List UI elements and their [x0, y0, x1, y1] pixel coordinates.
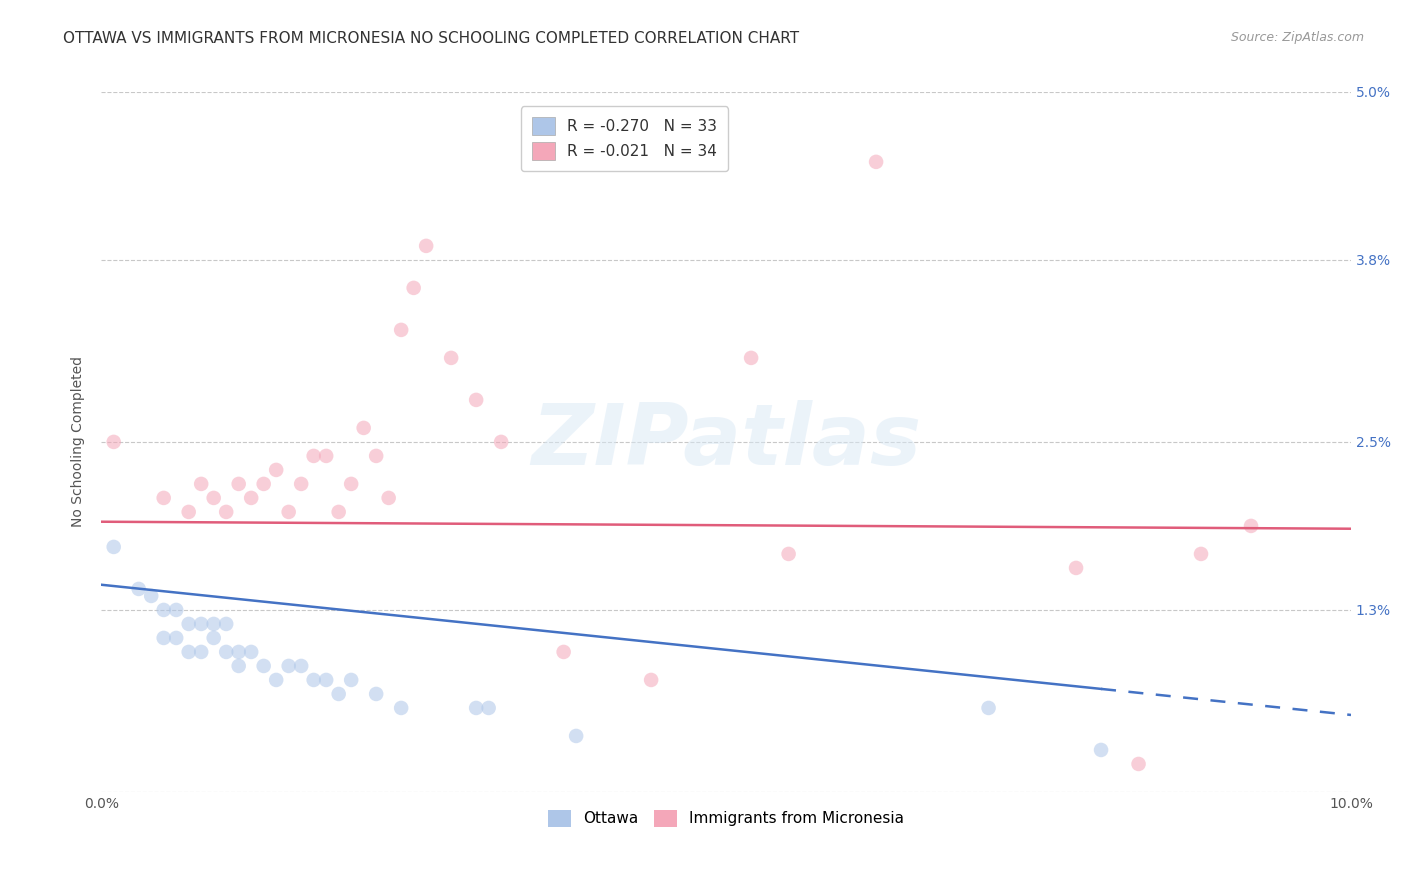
- Point: [152, 631, 174, 645]
- Point: [128, 582, 150, 596]
- Point: [1189, 547, 1212, 561]
- Point: [440, 351, 463, 365]
- Point: [640, 673, 662, 687]
- Y-axis label: No Schooling Completed: No Schooling Completed: [72, 357, 86, 527]
- Point: [353, 421, 375, 435]
- Point: [277, 505, 299, 519]
- Point: [202, 616, 225, 631]
- Point: [215, 645, 238, 659]
- Point: [228, 645, 250, 659]
- Point: [202, 631, 225, 645]
- Point: [190, 477, 212, 491]
- Point: [402, 281, 425, 295]
- Point: [202, 491, 225, 505]
- Point: [103, 540, 125, 554]
- Point: [389, 323, 412, 337]
- Point: [366, 449, 388, 463]
- Point: [215, 616, 238, 631]
- Point: [489, 434, 512, 449]
- Point: [290, 477, 312, 491]
- Point: [565, 729, 588, 743]
- Point: [389, 701, 412, 715]
- Point: [177, 505, 200, 519]
- Point: [340, 477, 363, 491]
- Point: [315, 449, 337, 463]
- Point: [553, 645, 575, 659]
- Point: [340, 673, 363, 687]
- Legend: Ottawa, Immigrants from Micronesia: Ottawa, Immigrants from Micronesia: [543, 804, 910, 833]
- Point: [977, 701, 1000, 715]
- Point: [328, 505, 350, 519]
- Point: [366, 687, 388, 701]
- Text: OTTAWA VS IMMIGRANTS FROM MICRONESIA NO SCHOOLING COMPLETED CORRELATION CHART: OTTAWA VS IMMIGRANTS FROM MICRONESIA NO …: [63, 31, 800, 46]
- Point: [152, 603, 174, 617]
- Point: [778, 547, 800, 561]
- Point: [1064, 561, 1087, 575]
- Point: [1090, 743, 1112, 757]
- Point: [465, 701, 488, 715]
- Point: [277, 659, 299, 673]
- Point: [190, 616, 212, 631]
- Point: [152, 491, 174, 505]
- Point: [177, 645, 200, 659]
- Point: [240, 645, 263, 659]
- Point: [165, 603, 187, 617]
- Point: [377, 491, 399, 505]
- Point: [865, 154, 887, 169]
- Text: Source: ZipAtlas.com: Source: ZipAtlas.com: [1230, 31, 1364, 45]
- Point: [190, 645, 212, 659]
- Point: [177, 616, 200, 631]
- Point: [264, 673, 287, 687]
- Text: ZIPatlas: ZIPatlas: [531, 401, 921, 483]
- Point: [215, 505, 238, 519]
- Point: [103, 434, 125, 449]
- Point: [302, 673, 325, 687]
- Point: [465, 392, 488, 407]
- Point: [1128, 756, 1150, 771]
- Point: [253, 477, 276, 491]
- Point: [302, 449, 325, 463]
- Point: [141, 589, 163, 603]
- Point: [290, 659, 312, 673]
- Point: [253, 659, 276, 673]
- Point: [740, 351, 762, 365]
- Point: [478, 701, 501, 715]
- Point: [228, 477, 250, 491]
- Point: [415, 239, 437, 253]
- Point: [1240, 519, 1263, 533]
- Point: [240, 491, 263, 505]
- Point: [264, 463, 287, 477]
- Point: [328, 687, 350, 701]
- Point: [315, 673, 337, 687]
- Point: [165, 631, 187, 645]
- Point: [228, 659, 250, 673]
